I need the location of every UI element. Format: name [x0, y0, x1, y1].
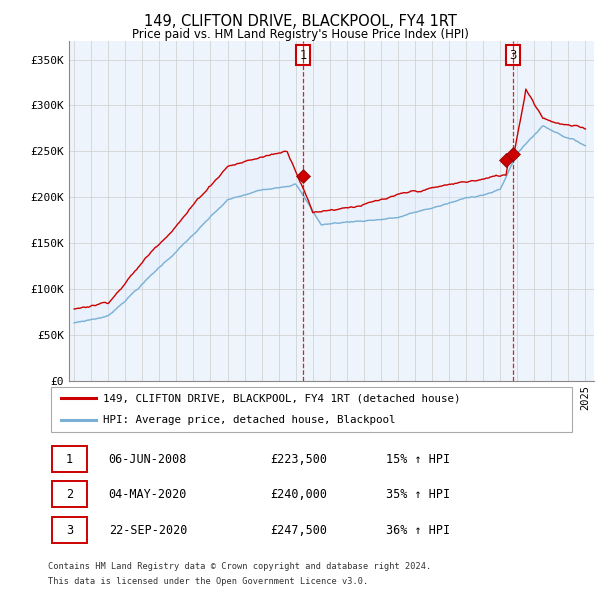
Text: 1: 1 [66, 453, 73, 466]
Text: 3: 3 [66, 524, 73, 537]
Text: 22-SEP-2020: 22-SEP-2020 [109, 524, 187, 537]
Text: 35% ↑ HPI: 35% ↑ HPI [386, 487, 450, 501]
Text: £247,500: £247,500 [270, 524, 327, 537]
Text: 2: 2 [66, 487, 73, 501]
Text: 149, CLIFTON DRIVE, BLACKPOOL, FY4 1RT: 149, CLIFTON DRIVE, BLACKPOOL, FY4 1RT [143, 14, 457, 28]
Text: This data is licensed under the Open Government Licence v3.0.: This data is licensed under the Open Gov… [48, 577, 368, 586]
Text: 04-MAY-2020: 04-MAY-2020 [109, 487, 187, 501]
Text: 149, CLIFTON DRIVE, BLACKPOOL, FY4 1RT (detached house): 149, CLIFTON DRIVE, BLACKPOOL, FY4 1RT (… [103, 394, 461, 404]
Text: £223,500: £223,500 [270, 453, 327, 466]
FancyBboxPatch shape [50, 387, 572, 432]
FancyBboxPatch shape [52, 446, 86, 472]
Text: 1: 1 [299, 48, 307, 61]
Text: £240,000: £240,000 [270, 487, 327, 501]
Text: 06-JUN-2008: 06-JUN-2008 [109, 453, 187, 466]
FancyBboxPatch shape [52, 517, 86, 543]
Text: 15% ↑ HPI: 15% ↑ HPI [386, 453, 450, 466]
Text: Price paid vs. HM Land Registry's House Price Index (HPI): Price paid vs. HM Land Registry's House … [131, 28, 469, 41]
Text: 36% ↑ HPI: 36% ↑ HPI [386, 524, 450, 537]
Text: HPI: Average price, detached house, Blackpool: HPI: Average price, detached house, Blac… [103, 415, 396, 425]
FancyBboxPatch shape [52, 481, 86, 507]
Text: Contains HM Land Registry data © Crown copyright and database right 2024.: Contains HM Land Registry data © Crown c… [48, 562, 431, 571]
Text: 3: 3 [509, 48, 516, 61]
